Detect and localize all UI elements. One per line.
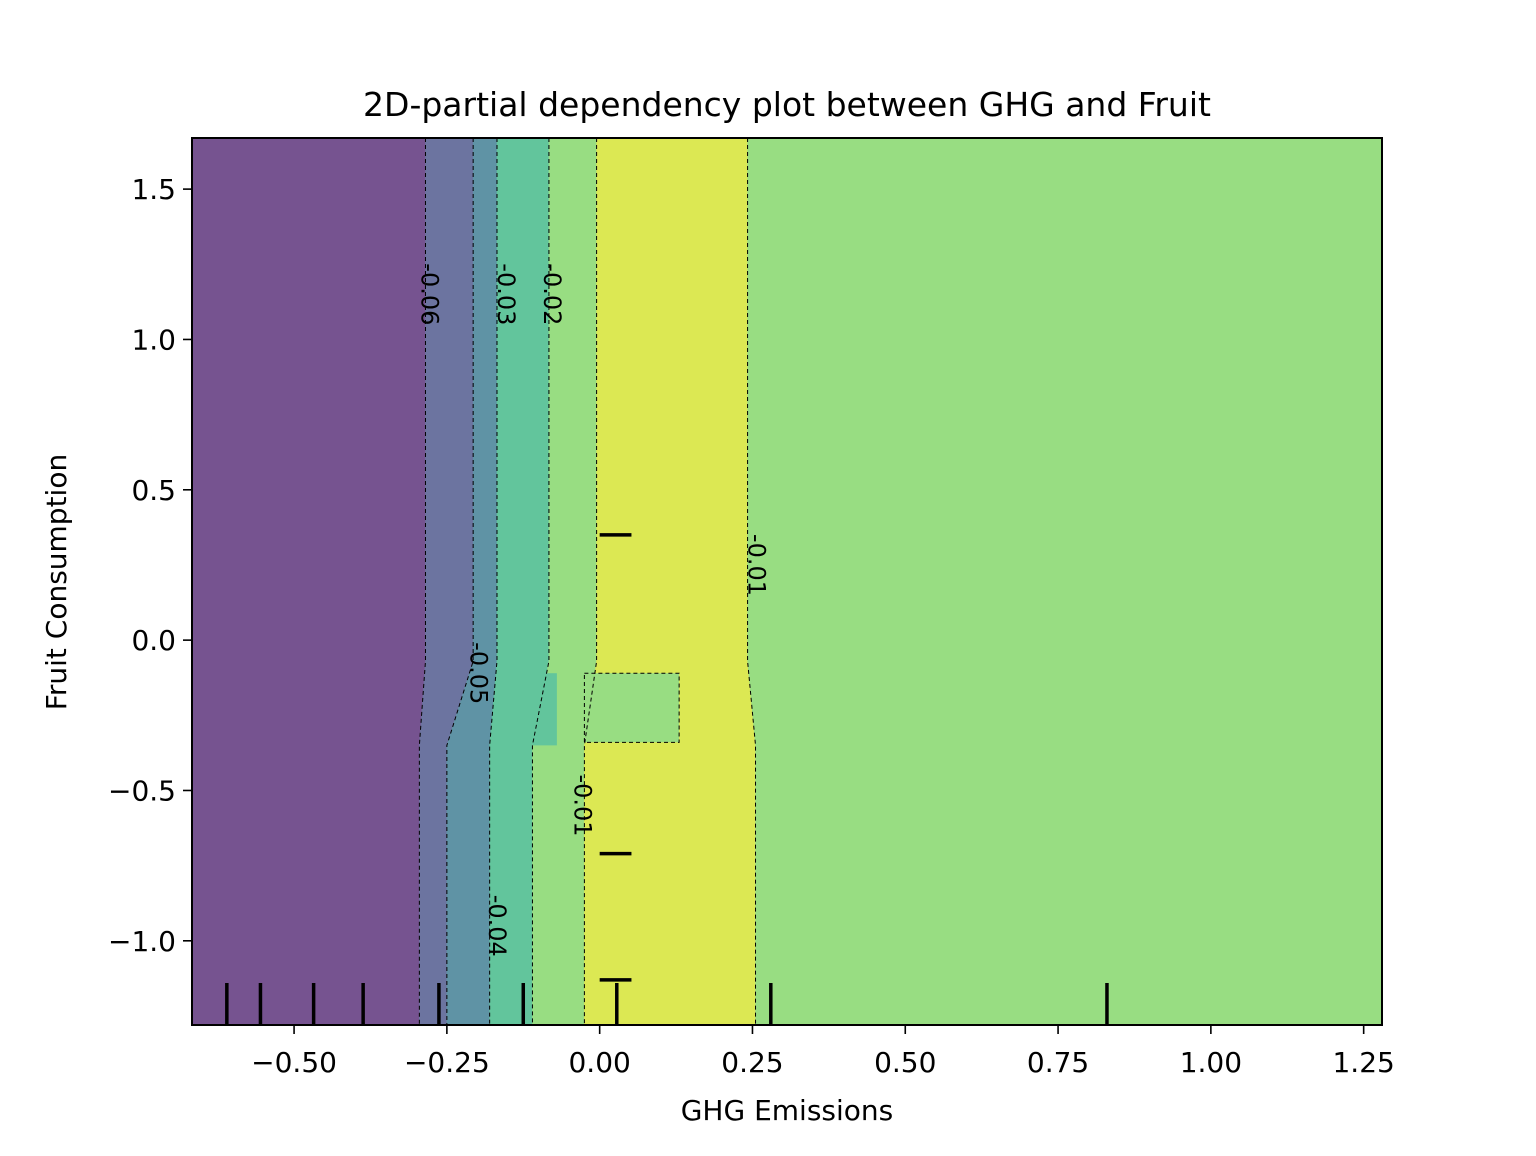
y-tick-label: 0.5 [131,474,176,507]
axes-border [191,137,1383,1026]
contour-level-label: -0.05 [464,642,492,704]
contour-level-label: -0.06 [416,263,444,325]
contour-region [747,137,1383,1026]
x-tick-label: −0.50 [251,1046,337,1079]
contour-region [584,137,756,1026]
plot-area: -0.06 -0.03 -0.02 -0.01 -0.05 -0.01 -0.04 [191,137,1383,1026]
contour-line [747,138,757,1025]
contour-line [489,138,498,1025]
contour-level-label: -0.01 [743,534,771,596]
contour-region [191,137,426,1026]
chart-title: 2D-partial dependency plot between GHG a… [363,85,1211,124]
x-tick-label: 0.50 [874,1046,936,1079]
y-tick-label: −0.5 [108,774,176,807]
contour-line [446,138,474,1025]
contour-line [531,138,550,1025]
x-tick-label: −0.25 [404,1046,490,1079]
y-tick-label: 1.0 [131,323,176,356]
x-tick-label: 0.25 [721,1046,783,1079]
contour-level-label: -0.04 [483,895,511,957]
y-tick-label: 0.0 [131,624,176,657]
contour-level-label: -0.02 [538,263,566,325]
y-tick-label: 1.5 [131,173,176,206]
x-tick-label: 1.00 [1180,1046,1242,1079]
contour-region-bump [584,673,680,743]
contour-line [418,138,426,1025]
x-tick-label: 0.75 [1027,1046,1089,1079]
y-tick-label: −1.0 [108,925,176,958]
axis-ticks: −0.50 −0.25 0.00 0.25 0.50 0.75 1.00 1.25 −1.0 −0… [108,173,1395,1079]
y-axis-label: Fruit Consumption [40,454,73,710]
axes-frame [191,137,1383,1026]
x-tick-label: 1.25 [1332,1046,1394,1079]
x-tick-label: 0.00 [568,1046,630,1079]
contour-level-label: -0.03 [492,263,520,325]
contour-line [583,672,680,743]
contour-level-label: -0.01 [568,774,596,836]
contour-line [583,138,598,1025]
x-axis-label: GHG Emissions [681,1094,894,1127]
